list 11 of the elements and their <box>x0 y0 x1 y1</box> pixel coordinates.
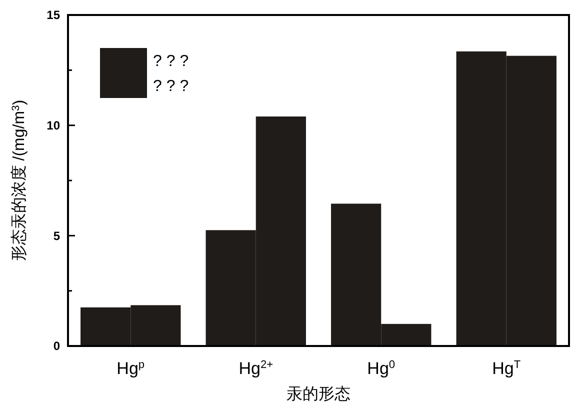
x-tick-label: Hg$^{p}$ <box>116 359 145 378</box>
y-tick-label: 5 <box>53 228 60 243</box>
y-tick-label: 0 <box>53 339 60 354</box>
y-tick-label: 15 <box>46 8 60 22</box>
legend-label: ? ? ? <box>153 53 189 70</box>
legend-label: ? ? ? <box>153 78 189 95</box>
x-tick-label: Hg$^{T}$ <box>492 359 521 378</box>
y-tick-label: 10 <box>46 118 60 133</box>
x-tick-label: Hg$^{0}$ <box>367 359 396 378</box>
x-axis-title: 汞的形态 <box>286 385 350 403</box>
x-tick-label: Hg$^{2+}$ <box>238 359 274 378</box>
